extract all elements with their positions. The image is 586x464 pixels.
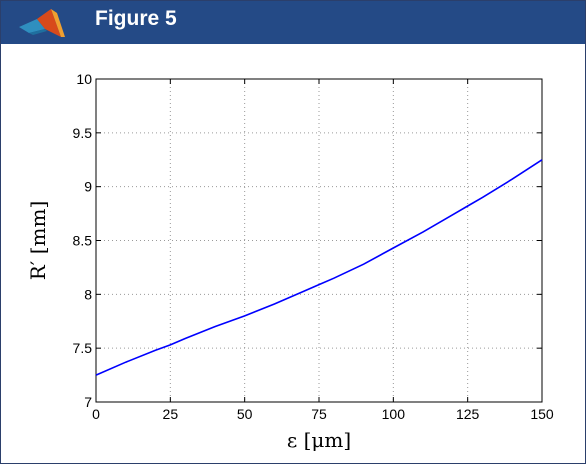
x-tick-label: 75 [311, 406, 327, 422]
x-tick-label: 150 [530, 406, 554, 422]
axis-ticks [95, 78, 543, 403]
x-tick-label: 0 [92, 406, 100, 422]
series-line [95, 159, 543, 376]
window-title: Figure 5 [95, 7, 177, 30]
y-tick-label: 7 [84, 394, 92, 410]
y-tick-label: 7.5 [73, 340, 93, 356]
y-tick-label: 9 [84, 179, 92, 195]
x-tick-label: 25 [163, 406, 179, 422]
y-tick-label: 8.5 [73, 233, 93, 249]
title-bar[interactable]: Figure 5 [1, 1, 585, 44]
line-chart: 0 25 50 75 100 125 150 7 7.5 8 8.5 9 9.5 10 ε [μm] R… [26, 71, 554, 452]
x-tick-label: 50 [237, 406, 253, 422]
x-tick-labels: 0 25 50 75 100 125 150 [92, 406, 554, 422]
y-tick-label: 8 [84, 286, 92, 302]
matlab-logo-icon [19, 9, 65, 37]
y-axis-label: R′ [mm] [26, 201, 50, 281]
x-tick-label: 100 [382, 406, 406, 422]
y-tick-label: 9.5 [73, 125, 93, 141]
x-tick-label: 125 [456, 406, 480, 422]
x-axis-label: ε [μm] [287, 428, 351, 452]
figure-canvas: 0 25 50 75 100 125 150 7 7.5 8 8.5 9 9.5 10 ε [μm] R… [3, 44, 583, 463]
y-tick-label: 10 [76, 71, 92, 87]
y-tick-labels: 7 7.5 8 8.5 9 9.5 10 [73, 71, 93, 410]
grid-lines [96, 79, 542, 402]
